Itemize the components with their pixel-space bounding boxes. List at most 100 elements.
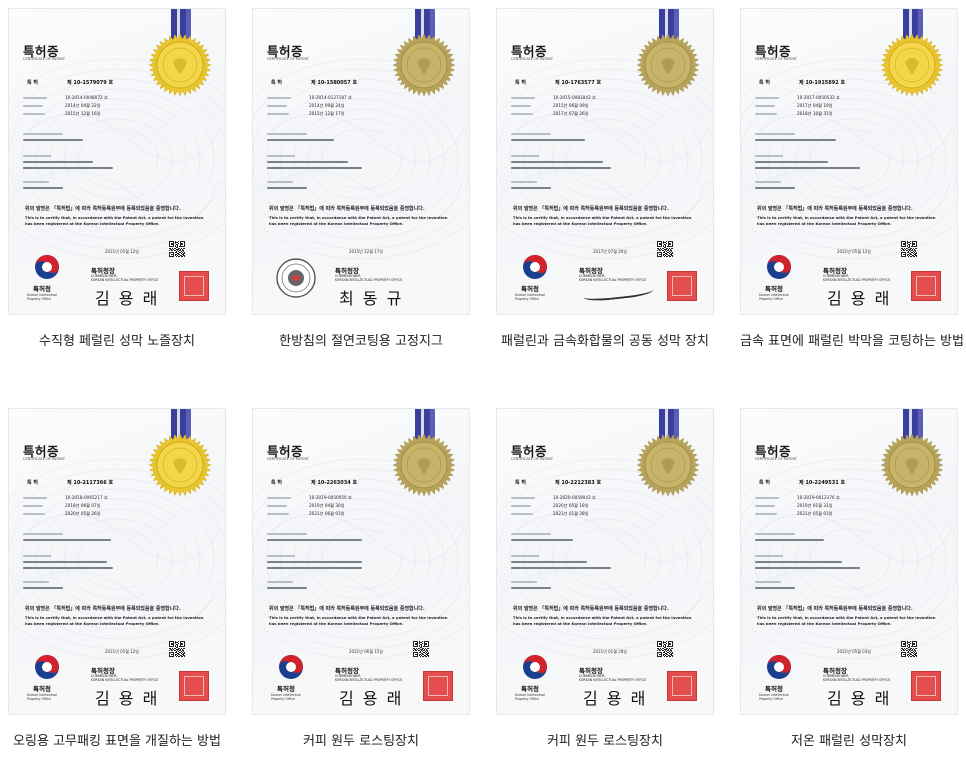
application-number: 10-2015-0081843 호 [553, 95, 596, 100]
agency-name: 특허청 [521, 685, 539, 693]
patent-certificate-image[interactable]: 특허증 CERTIFICATE OF PATENT 특 허 제 10-15800… [252, 8, 470, 315]
patent-certificate-image[interactable]: 특허증 CERTIFICATE OF PATENT 특 허 제 10-22495… [740, 408, 958, 715]
patent-card[interactable]: 특허증 CERTIFICATE OF PATENT 특 허 제 10-22123… [496, 408, 714, 749]
declaration-korean: 위의 발명은 「특허법」에 따라 특허등록원부에 등록되었음을 증명합니다. [269, 206, 425, 212]
declaration-english-2: has been registered at the Korean Intell… [513, 221, 648, 226]
issue-date: 2017년 07월 26일 [593, 249, 627, 254]
patent-card[interactable]: 특허증 CERTIFICATE OF PATENT 특 허 제 10-17635… [496, 8, 714, 349]
commissioner-title-english: COMMISSIONER, KOREAN INTELLECTUAL PROPERT… [579, 674, 647, 682]
patent-number: 제 10-1763577 호 [555, 80, 602, 86]
declaration-english-1: This is to certify that, in accordance w… [269, 615, 448, 620]
application-number: 10-2014-0127187 호 [309, 95, 352, 100]
watermark-pattern [253, 458, 469, 660]
signature: 김 용 래 [827, 689, 892, 708]
patent-label: 특 허 [759, 480, 770, 486]
ribbon-icon [903, 409, 923, 439]
commissioner-title: 특허청장 [335, 267, 359, 275]
certificate-title: 특허증 [755, 444, 792, 459]
qr-code-icon [901, 641, 917, 657]
ribbon-icon [903, 9, 923, 39]
declaration-english-1: This is to certify that, in accordance w… [269, 215, 448, 220]
signature: 김 용 래 [583, 689, 648, 708]
patent-card[interactable]: 특허증 CERTIFICATE OF PATENT 특 허 제 10-21173… [8, 408, 226, 749]
patent-card[interactable]: 특허증 CERTIFICATE OF PATENT 특 허 제 10-22495… [740, 408, 958, 749]
declaration-english-2: has been registered at the Korean Intell… [513, 621, 648, 626]
certificate-subtitle: CERTIFICATE OF PATENT [511, 457, 554, 461]
agency-name: 특허청 [277, 685, 295, 693]
registration-date: 2018년 10월 31일 [797, 111, 833, 116]
certificate-title: 특허증 [755, 44, 792, 59]
patent-caption[interactable]: 금속 표면에 패럴린 박막을 코팅하는 방법 [740, 334, 964, 349]
patent-caption[interactable]: 수직형 페럴린 성막 노즐장치 [39, 334, 195, 349]
signature: 김 용 래 [827, 289, 892, 308]
commissioner-title-english: COMMISSIONER, KOREAN INTELLECTUAL PROPERT… [579, 274, 647, 282]
watermark-pattern [9, 458, 225, 660]
registration-date: 2017년 07월 26일 [553, 111, 589, 116]
declaration-english-1: This is to certify that, in accordance w… [513, 615, 692, 620]
registration-date: 2021년 06월 03일 [309, 511, 345, 516]
declaration-english-1: This is to certify that, in accordance w… [513, 215, 692, 220]
commissioner-title-english: COMMISSIONER, KOREAN INTELLECTUAL PROPERT… [823, 274, 891, 282]
patent-certificate-image[interactable]: 특허증 CERTIFICATE OF PATENT 특 허 제 10-22630… [252, 408, 470, 715]
signature: 최 동 규 [339, 289, 404, 308]
filing-date: 2019년 01월 31일 [797, 503, 833, 508]
declaration-english-1: This is to certify that, in accordance w… [25, 215, 204, 220]
declaration-english-2: has been registered at the Korean Intell… [757, 221, 892, 226]
patent-number: 제 10-1580057 호 [311, 80, 358, 86]
agency-name-english: Korean Intellectual Property Office [759, 693, 789, 701]
watermark-pattern [497, 458, 713, 660]
patent-caption[interactable]: 패럴린과 금속화합물의 공동 성막 장치 [501, 334, 709, 349]
gold-seal-icon [392, 433, 456, 497]
patent-certificate-image[interactable]: 특허증 CERTIFICATE OF PATENT 특 허 제 10-15790… [8, 8, 226, 315]
agency-name-english: Korean Intellectual Property Office [759, 293, 789, 301]
commissioner-title: 특허청장 [579, 267, 603, 275]
patent-certificate-image[interactable]: 특허증 CERTIFICATE OF PATENT 특 허 제 10-19158… [740, 8, 958, 315]
registration-date: 2015년 12월 17일 [309, 111, 345, 116]
certificate-subtitle: CERTIFICATE OF PATENT [511, 57, 554, 61]
gold-seal-icon [148, 33, 212, 97]
registration-date: 2020년 05월 26일 [65, 511, 101, 516]
gold-seal-icon [636, 433, 700, 497]
issue-date: 2015년 12월 17일 [349, 249, 383, 254]
filing-date: 2019년 04월 30일 [309, 503, 345, 508]
issue-date: 2021년 05월 03일 [837, 649, 871, 654]
official-red-stamp-icon [667, 271, 697, 301]
certificate-subtitle: CERTIFICATE OF PATENT [755, 57, 798, 61]
certificate-subtitle: CERTIFICATE OF PATENT [267, 57, 310, 61]
patent-number: 제 10-1915892 호 [799, 80, 846, 86]
ribbon-icon [659, 9, 679, 39]
agency-name: 특허청 [33, 285, 51, 293]
issue-date: 2021년 01월 28일 [593, 649, 627, 654]
signature: 김 용 래 [95, 289, 160, 308]
ribbon-icon [171, 9, 191, 39]
patent-label: 특 허 [27, 480, 38, 486]
patent-caption[interactable]: 커피 원두 로스팅장치 [303, 734, 419, 749]
ribbon-icon [659, 409, 679, 439]
patent-label: 특 허 [271, 480, 282, 486]
qr-code-icon [657, 241, 673, 257]
patent-certificate-image[interactable]: 특허증 CERTIFICATE OF PATENT 특 허 제 10-17635… [496, 8, 714, 315]
issue-date: 2021년 05월 12일 [105, 249, 139, 254]
certificate-subtitle: CERTIFICATE OF PATENT [23, 57, 66, 61]
patent-certificate-image[interactable]: 특허증 CERTIFICATE OF PATENT 특 허 제 10-22123… [496, 408, 714, 715]
patent-card[interactable]: 특허증 CERTIFICATE OF PATENT 특 허 제 10-15800… [252, 8, 470, 349]
certificate-title: 특허증 [511, 444, 548, 459]
commissioner-title-english: COMMISSIONER, KOREAN INTELLECTUAL PROPERT… [91, 274, 159, 282]
watermark-pattern [741, 58, 957, 260]
patent-certificate-image[interactable]: 특허증 CERTIFICATE OF PATENT 특 허 제 10-21173… [8, 408, 226, 715]
patent-caption[interactable]: 한방침의 절연코팅용 고정지그 [279, 334, 443, 349]
qr-code-icon [169, 641, 185, 657]
qr-code-icon [169, 241, 185, 257]
patent-number: 제 10-2263034 호 [311, 480, 358, 486]
certificate-title: 특허증 [23, 44, 60, 59]
patent-card[interactable]: 특허증 CERTIFICATE OF PATENT 특 허 제 10-15790… [8, 8, 226, 349]
patent-caption[interactable]: 오링용 고무패킹 표면을 개질하는 방법 [13, 734, 221, 749]
agency-name: 특허청 [33, 685, 51, 693]
patent-caption[interactable]: 저온 패럴린 성막장치 [791, 734, 907, 749]
kipo-logo-icon [35, 255, 59, 279]
patent-card[interactable]: 특허증 CERTIFICATE OF PATENT 특 허 제 10-19158… [740, 8, 964, 349]
patent-card[interactable]: 특허증 CERTIFICATE OF PATENT 특 허 제 10-22630… [252, 408, 470, 749]
patent-caption[interactable]: 커피 원두 로스팅장치 [547, 734, 663, 749]
registration-date: 2021년 05월 03일 [797, 511, 833, 516]
